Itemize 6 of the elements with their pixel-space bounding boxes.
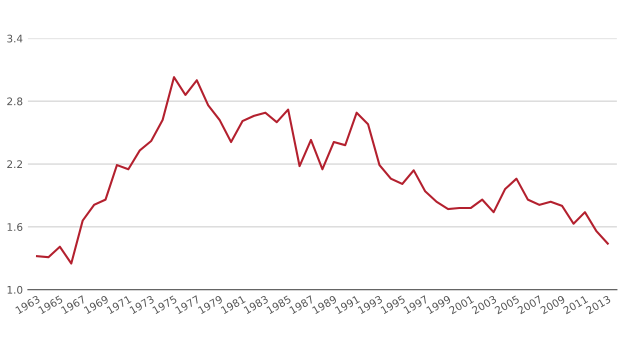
line-series [36,76,609,265]
y-tick-label: 3.4 [7,34,22,42]
y-tick-label: 1.6 [8,223,22,231]
y-tick-label: 2.2 [7,160,22,168]
y-tick-label: 1.0 [8,286,22,294]
y-tick-label: 2.8 [7,97,22,106]
